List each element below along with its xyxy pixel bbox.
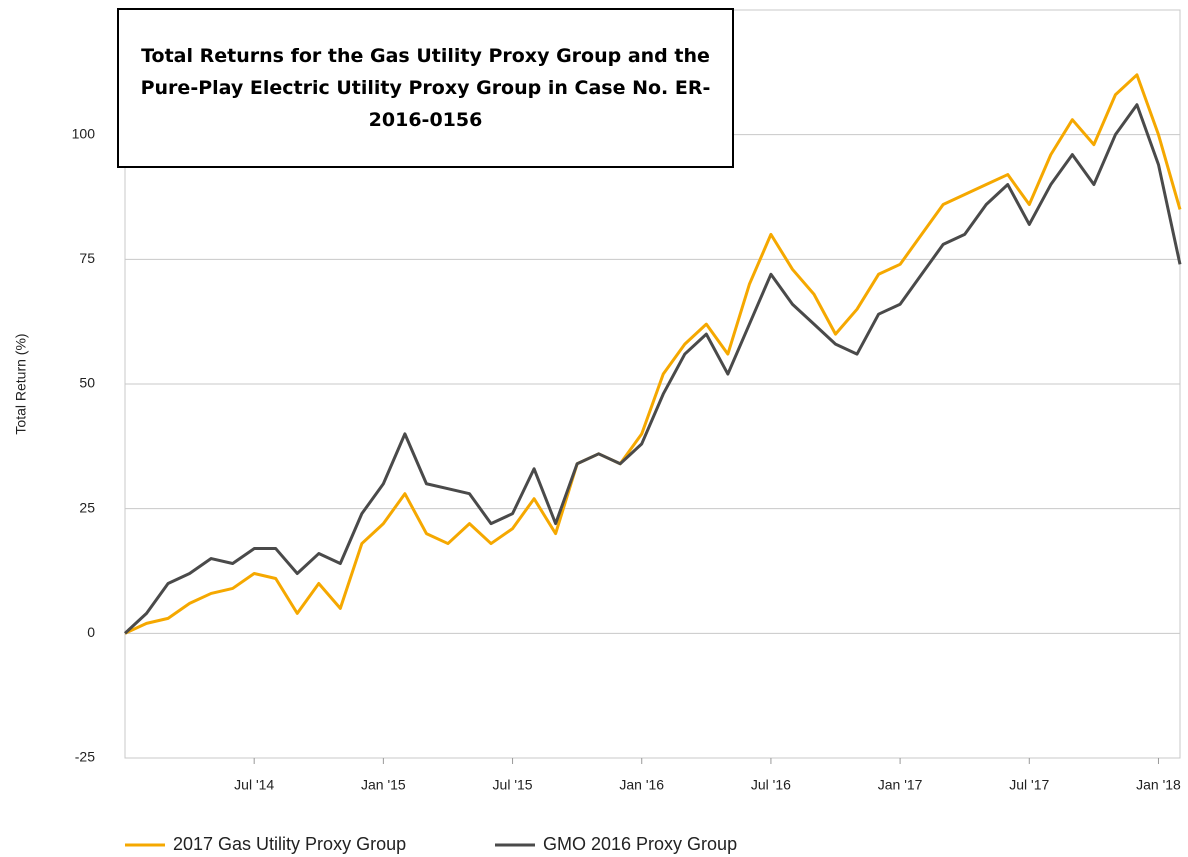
- x-tick-label: Jul '15: [493, 777, 533, 793]
- x-tick-label: Jan '16: [619, 777, 664, 793]
- x-tick-label: Jan '17: [878, 777, 923, 793]
- y-tick-label: 75: [79, 250, 95, 266]
- legend-label: GMO 2016 Proxy Group: [543, 834, 737, 854]
- y-tick-label: 25: [79, 499, 95, 515]
- x-tick-label: Jul '17: [1009, 777, 1049, 793]
- y-axis-label: Total Return (%): [13, 333, 29, 434]
- y-tick-label: 0: [87, 624, 95, 640]
- legend-label: 2017 Gas Utility Proxy Group: [173, 834, 406, 854]
- y-tick-label: -25: [75, 749, 95, 765]
- y-tick-label: 100: [72, 125, 96, 141]
- x-tick-label: Jul '14: [234, 777, 274, 793]
- x-tick-label: Jan '18: [1136, 777, 1181, 793]
- chart-title: Total Returns for the Gas Utility Proxy …: [117, 8, 734, 168]
- data-line: [123, 103, 1182, 635]
- y-tick-label: 50: [79, 375, 95, 391]
- data-line: [124, 73, 1182, 635]
- x-tick-label: Jul '16: [751, 777, 791, 793]
- x-tick-label: Jan '15: [361, 777, 406, 793]
